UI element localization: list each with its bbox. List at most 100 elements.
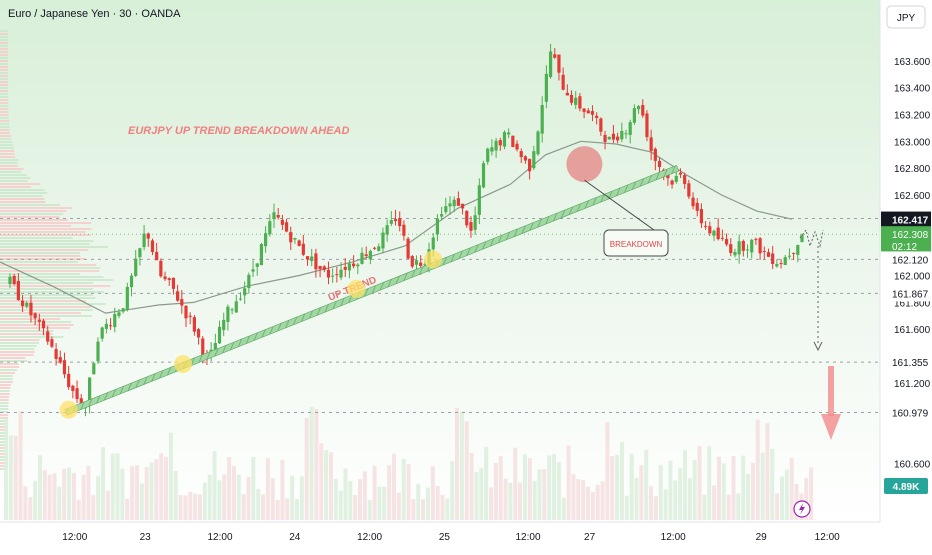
volume-profile-bar <box>0 186 31 188</box>
price-axis-panel[interactable] <box>880 0 932 550</box>
candle-body <box>431 237 435 250</box>
candle-body <box>544 73 548 102</box>
volume-bar <box>42 470 47 520</box>
volume-profile-bar <box>0 54 9 56</box>
price-label-bg <box>881 238 931 255</box>
volume-profile-bar <box>0 195 43 197</box>
volume-bar <box>605 422 610 520</box>
candle-body <box>745 249 750 251</box>
price-axis-labels: 162.425162.417162.30802:12162.120161.867… <box>881 210 931 494</box>
volume-profile-bar <box>0 372 15 374</box>
trend-touch-point <box>174 355 193 374</box>
volume-bar <box>595 484 600 520</box>
price-tick-label: 163.000 <box>894 137 931 148</box>
volume-profile-bar <box>0 33 9 35</box>
candle-body <box>452 199 456 207</box>
candle-body <box>636 106 641 110</box>
volume-bar <box>561 497 566 520</box>
volume-profile-bar <box>0 189 45 191</box>
volume-bar <box>425 487 430 520</box>
volume-profile-bar <box>0 261 78 263</box>
candle-body <box>96 341 100 362</box>
candle-body <box>381 232 385 249</box>
candle-body <box>264 233 268 247</box>
candle-body <box>230 309 234 311</box>
horizontal-levels <box>0 217 880 414</box>
candle-body <box>289 232 293 243</box>
volume-profile-bar <box>0 333 53 335</box>
marker-layer <box>59 146 841 440</box>
volume-profile-bar <box>0 159 19 161</box>
volume-bar <box>202 482 207 520</box>
volume-bar <box>222 474 227 520</box>
volume-profile-bar <box>0 78 9 80</box>
volume-bar <box>513 447 518 520</box>
volume-bar <box>299 476 304 520</box>
volume-profile-bar <box>0 99 9 101</box>
volume-bar <box>455 407 460 520</box>
headline-annotation[interactable]: EURJPY UP TREND BREAKDOWN AHEAD <box>128 125 350 137</box>
price-label: 162.308 <box>892 230 929 241</box>
breakdown-label: BREAKDOWN <box>610 240 663 249</box>
volume-bar <box>4 418 8 520</box>
volume-profile-bar <box>0 156 16 158</box>
candle-body <box>653 148 657 161</box>
volume-profile-bar <box>0 102 9 104</box>
volume-bar <box>498 456 503 520</box>
volume-profile-bar <box>0 327 71 329</box>
candle-body <box>477 185 481 215</box>
volume-bar <box>261 494 266 520</box>
volume-profile-bar <box>0 222 92 224</box>
volume-bar <box>319 443 324 520</box>
breakdown-box[interactable] <box>603 229 669 257</box>
candle-body <box>657 160 662 167</box>
volume-bar <box>67 467 72 520</box>
candle-body <box>460 203 465 209</box>
volume-bar <box>241 494 246 520</box>
volume-profile-bar <box>0 273 81 275</box>
volume-profile-bar <box>0 342 40 344</box>
candle-body <box>406 238 410 259</box>
volume-bar <box>619 441 624 520</box>
price-tick-label: 161.800 <box>894 298 931 309</box>
time-axis-panel[interactable] <box>0 522 880 550</box>
candle-body <box>331 275 335 277</box>
volume-profile-bar <box>0 255 81 257</box>
time-tick-label: 12:00 <box>357 532 382 543</box>
projection-zigzag <box>799 228 824 248</box>
volume-bar <box>522 454 527 520</box>
volume-profile-bar <box>0 381 13 383</box>
price-label-bg <box>881 251 931 268</box>
volume-bar <box>489 487 493 520</box>
candle-body <box>129 275 134 288</box>
symbol-title[interactable]: Euro / Japanese Yen · 30 · OANDA <box>8 8 181 20</box>
volume-histogram <box>4 406 814 520</box>
volume-bar <box>207 474 212 520</box>
candle-body <box>766 252 771 257</box>
candle-body <box>146 233 150 239</box>
volume-bar <box>508 482 513 520</box>
volume-bar <box>37 455 42 520</box>
candle-body <box>536 131 540 155</box>
candle-body <box>628 122 632 135</box>
volume-bar <box>721 463 726 520</box>
candle-body <box>414 260 419 265</box>
volume-profile-bar <box>0 387 11 389</box>
currency-button[interactable] <box>886 5 926 29</box>
candle-body <box>787 255 792 257</box>
volume-profile-bar <box>0 30 9 32</box>
volume-profile-bar <box>0 378 13 380</box>
volume-bar <box>144 467 149 520</box>
candle-body <box>20 300 25 307</box>
price-label-bg <box>881 404 931 421</box>
candle-body <box>481 163 486 188</box>
volume-profile-bar <box>0 81 9 83</box>
candle-body <box>586 110 590 114</box>
volume-bar <box>115 453 120 520</box>
volume-bar <box>673 480 678 520</box>
lightning-icon[interactable] <box>793 500 811 518</box>
volume-bar <box>81 474 86 520</box>
volume-profile-bar <box>0 57 9 59</box>
candle-body <box>46 331 50 342</box>
